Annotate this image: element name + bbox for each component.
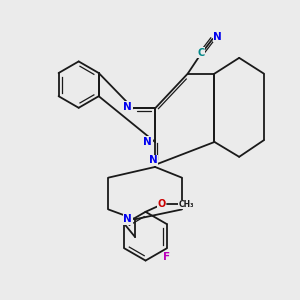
Text: N: N: [123, 214, 132, 224]
Text: C: C: [197, 48, 205, 58]
Text: N: N: [143, 137, 152, 147]
Text: CH₃: CH₃: [179, 200, 194, 209]
Text: N: N: [149, 155, 158, 165]
Text: O: O: [158, 200, 166, 209]
Text: F: F: [163, 252, 170, 262]
Text: N: N: [123, 102, 132, 112]
Text: N: N: [213, 32, 222, 42]
